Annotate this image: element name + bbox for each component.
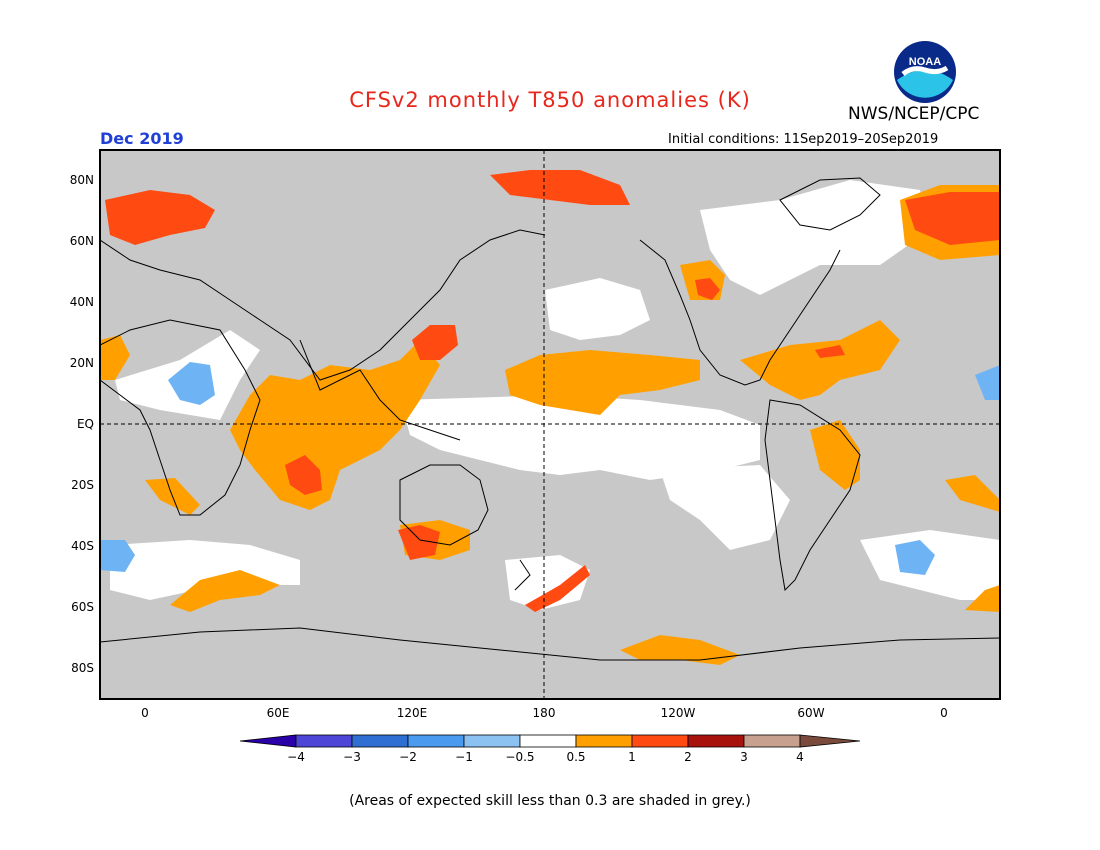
agency-label: NWS/NCEP/CPC [848, 104, 980, 124]
lat-label-60N: 60N [69, 234, 94, 248]
lat-label-80N: 80N [69, 173, 94, 187]
logo-text: NOAA [909, 56, 941, 68]
colorbar-segment-below-minus4 [239, 734, 297, 748]
cool-region-south-atlantic [100, 540, 135, 572]
lat-label-20S: 20S [71, 478, 94, 492]
colorbar-segment-minus2 [407, 734, 465, 748]
coastline-south-asia [299, 339, 461, 441]
colorbar-label-minus3: −3 [343, 750, 361, 764]
lon-label-60E: 60E [266, 706, 290, 720]
warm-region-europe-east [905, 192, 1000, 245]
anomaly-fields [100, 170, 1000, 665]
colorbar-label-plus3: 3 [740, 750, 748, 764]
colorbar-label-minus1: −1 [455, 750, 473, 764]
warm-region-rockies [695, 278, 720, 300]
coastline-north-america [639, 239, 841, 386]
coastlines [100, 177, 1000, 661]
map-frame [99, 149, 1001, 700]
warm-region-madagascar-sea [285, 455, 322, 495]
lon-label-60W: 60W [797, 706, 825, 720]
colorbar-segment-above-4 [799, 734, 861, 748]
noaa-logo: NOAA [894, 41, 956, 103]
lon-label-180: 180 [532, 706, 556, 720]
colorbar-segment-plus1 [631, 734, 689, 748]
colorbar-segment-plus3 [743, 734, 801, 748]
lon-label-120E: 120E [396, 706, 428, 720]
colorbar [239, 734, 861, 748]
warm-region-south-atlantic-east [945, 475, 1000, 512]
map-title: CFSv2 monthly T850 anomalies (K) [349, 88, 751, 112]
coastline-antarctica [100, 627, 1000, 661]
neutral-region-arctic-canada [700, 180, 930, 295]
warm-region-south-australia [398, 525, 440, 560]
cool-region-west-africa-east [975, 365, 1000, 400]
warm-region-south-indian-60S [170, 570, 280, 612]
colorbar-label-plus2: 2 [684, 750, 692, 764]
warm-region-indian-ocean [230, 340, 440, 510]
colorbar-segment-plus05 [575, 734, 633, 748]
colorbar-label-plus05: 0.5 [566, 750, 586, 764]
lon-label-0: 0 [141, 706, 149, 720]
warm-region-south-atlantic-60S [965, 585, 1000, 612]
colorbar-segment-plus2 [687, 734, 745, 748]
cool-region-south-atlantic-east [895, 540, 935, 575]
warm-region-se-pacific-strip [525, 565, 590, 612]
colorbar-label-minus05: −0.5 [505, 750, 535, 764]
coastline-nz [514, 559, 531, 591]
neutral-region-north-pacific [545, 278, 650, 340]
warm-region-south-america-coast [810, 420, 860, 490]
initial-conditions-label: Initial conditions: 11Sep2019–20Sep2019 [668, 132, 939, 147]
warm-region-east-china-sea [412, 325, 458, 360]
lat-label-40N: 40N [69, 295, 94, 309]
neutral-region-south-pacific [660, 465, 790, 550]
coastline-greenland [779, 177, 881, 231]
lat-label-40S: 40S [71, 539, 94, 553]
warm-region-gulf-of-mexico [815, 345, 845, 358]
warm-region-north-central-pacific [505, 350, 700, 415]
warm-region-west-africa [100, 335, 130, 380]
lon-label-120W: 120W [660, 706, 696, 720]
warm-region-antarctic-coast [620, 635, 740, 665]
colorbar-label-minus4: −4 [287, 750, 305, 764]
lat-label-60S: 60S [71, 600, 94, 614]
colorbar-label-minus2: −2 [399, 750, 417, 764]
coastline-south-america [764, 399, 861, 592]
colorbar-segment-minus4 [295, 734, 353, 748]
warm-region-caribbean [740, 320, 900, 400]
warm-region-bering [490, 170, 630, 205]
colorbar-segment-neutral [519, 734, 577, 748]
lat-label-eq: EQ [76, 417, 94, 431]
lat-label-20N: 20N [69, 356, 94, 370]
lon-label-0-east: 0 [940, 706, 948, 720]
coastline-africa [100, 319, 261, 516]
cool-region-east-africa [168, 362, 215, 405]
colorbar-segment-minus3 [351, 734, 409, 748]
neutral-region-tropical-pacific [400, 395, 760, 480]
coastline-eurasia [100, 229, 546, 381]
period-label: Dec 2019 [100, 129, 184, 148]
lat-label-80S: 80S [71, 661, 94, 675]
colorbar-label-plus1: 1 [628, 750, 636, 764]
warm-region-europe [105, 190, 215, 245]
coastline-australia [399, 464, 489, 546]
colorbar-segment-minus1 [463, 734, 521, 748]
colorbar-label-plus4: 4 [796, 750, 804, 764]
skill-footnote: (Areas of expected skill less than 0.3 a… [349, 793, 751, 809]
